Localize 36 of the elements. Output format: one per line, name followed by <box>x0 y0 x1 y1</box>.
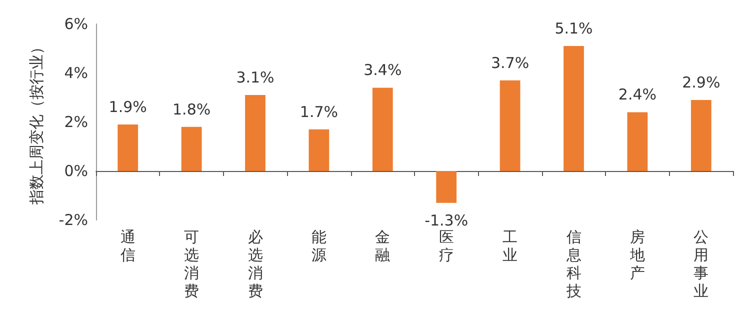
bar <box>564 46 584 171</box>
data-label: 5.1% <box>554 20 593 38</box>
data-label: 1.9% <box>108 98 147 116</box>
bar <box>308 129 330 171</box>
x-tick-label: 公用事业 <box>694 228 709 300</box>
x-tick-label: 工业 <box>502 228 518 264</box>
data-label: 1.7% <box>300 102 338 121</box>
data-label: 1.8% <box>172 100 211 118</box>
y-tick-label: 6% <box>64 15 88 33</box>
bar <box>372 88 393 171</box>
y-axis-title: 指数上周变化（按行业） <box>28 40 46 206</box>
data-label: 3.4% <box>364 61 402 80</box>
bar <box>245 95 266 171</box>
data-label: 2.4% <box>618 86 657 104</box>
y-tick-label: 0% <box>64 162 88 180</box>
data-label: 3.1% <box>236 68 274 87</box>
x-tick-label: 金融 <box>375 228 390 264</box>
x-tick-label: 通信 <box>120 228 136 264</box>
y-tick-label: 4% <box>64 64 88 82</box>
x-tick-label: 能源 <box>311 228 326 264</box>
x-tick-label: 信息科技 <box>565 228 582 300</box>
bar <box>436 171 457 203</box>
data-label: -1.3% <box>424 211 468 230</box>
data-label: 2.9% <box>682 73 720 92</box>
bar <box>690 100 712 171</box>
x-tick-label: 必选消费 <box>248 228 263 300</box>
x-tick-label: 房地产 <box>628 228 645 282</box>
bar <box>118 124 138 171</box>
data-label: 3.7% <box>490 54 530 72</box>
bar <box>181 126 202 171</box>
bar <box>627 112 648 171</box>
x-tick-label: 可选消费 <box>184 228 200 300</box>
y-tick-label: 2% <box>64 113 88 131</box>
bar <box>500 80 520 171</box>
y-tick-label: -2% <box>58 211 88 229</box>
x-tick-label: 医疗 <box>438 228 454 264</box>
